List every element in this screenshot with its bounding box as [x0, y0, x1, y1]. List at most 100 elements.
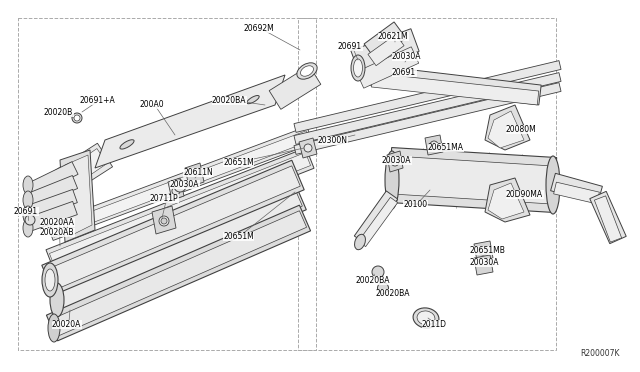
Ellipse shape — [351, 55, 365, 81]
Text: R200007K: R200007K — [580, 349, 620, 358]
Polygon shape — [590, 191, 626, 244]
Ellipse shape — [50, 283, 64, 317]
Ellipse shape — [417, 311, 435, 325]
Polygon shape — [351, 29, 419, 73]
Ellipse shape — [32, 190, 42, 210]
Ellipse shape — [546, 156, 560, 214]
Bar — [298, 18, 556, 350]
Circle shape — [391, 158, 399, 166]
Polygon shape — [152, 206, 176, 234]
Text: 20611N: 20611N — [183, 168, 212, 177]
Ellipse shape — [372, 266, 384, 278]
Polygon shape — [388, 148, 557, 212]
Polygon shape — [52, 186, 302, 310]
Ellipse shape — [378, 282, 388, 294]
Polygon shape — [46, 148, 314, 270]
Polygon shape — [50, 131, 310, 237]
Polygon shape — [371, 73, 539, 105]
Ellipse shape — [385, 151, 399, 209]
Circle shape — [479, 247, 487, 255]
Text: 20691: 20691 — [14, 207, 38, 216]
Polygon shape — [49, 180, 307, 315]
Circle shape — [174, 180, 186, 192]
Circle shape — [172, 187, 180, 195]
Ellipse shape — [23, 191, 33, 209]
Text: 20030A: 20030A — [470, 258, 499, 267]
Text: 20020AB: 20020AB — [40, 228, 74, 237]
Text: 20651M: 20651M — [223, 232, 253, 241]
Polygon shape — [269, 66, 321, 109]
Polygon shape — [364, 22, 406, 60]
Text: 20030A: 20030A — [170, 180, 200, 189]
Text: 20711P: 20711P — [150, 194, 179, 203]
Circle shape — [74, 115, 80, 121]
Polygon shape — [42, 160, 304, 295]
Text: 20691+A: 20691+A — [80, 96, 116, 105]
Polygon shape — [474, 241, 493, 261]
Ellipse shape — [120, 140, 134, 149]
Polygon shape — [27, 162, 78, 196]
Text: 20D90MA: 20D90MA — [506, 190, 543, 199]
Ellipse shape — [23, 176, 33, 194]
Polygon shape — [294, 61, 561, 132]
Text: 20080M: 20080M — [506, 125, 537, 134]
Ellipse shape — [247, 96, 259, 104]
Text: 20300N: 20300N — [318, 136, 348, 145]
Polygon shape — [474, 255, 493, 275]
Ellipse shape — [23, 219, 33, 237]
Text: 20651MB: 20651MB — [470, 246, 506, 255]
Ellipse shape — [48, 314, 60, 342]
Polygon shape — [47, 126, 313, 240]
Polygon shape — [294, 73, 561, 144]
Polygon shape — [294, 83, 561, 154]
Bar — [18, 18, 316, 350]
Polygon shape — [299, 138, 317, 158]
Polygon shape — [369, 65, 541, 105]
Polygon shape — [65, 155, 92, 237]
Polygon shape — [387, 151, 403, 172]
Ellipse shape — [42, 263, 58, 297]
Ellipse shape — [355, 234, 365, 250]
Text: 20621M: 20621M — [378, 32, 408, 41]
Polygon shape — [550, 173, 602, 204]
Text: 200A0: 200A0 — [140, 100, 164, 109]
Polygon shape — [355, 191, 397, 244]
Polygon shape — [554, 182, 599, 204]
Text: 20691: 20691 — [392, 68, 416, 77]
Ellipse shape — [297, 63, 317, 79]
Text: 20100: 20100 — [403, 200, 427, 209]
Text: 20020B: 20020B — [44, 108, 73, 117]
Text: 20020A: 20020A — [52, 320, 81, 329]
Polygon shape — [51, 211, 307, 336]
Text: 20020BA: 20020BA — [376, 289, 410, 298]
Text: 20692M: 20692M — [243, 24, 274, 33]
Polygon shape — [356, 47, 419, 88]
Ellipse shape — [353, 59, 362, 77]
Ellipse shape — [29, 186, 45, 214]
Text: 20020BA: 20020BA — [212, 96, 246, 105]
Polygon shape — [28, 189, 77, 219]
Ellipse shape — [413, 308, 439, 328]
Circle shape — [72, 113, 82, 123]
Polygon shape — [28, 201, 77, 231]
Ellipse shape — [45, 269, 55, 291]
Polygon shape — [47, 205, 310, 341]
Polygon shape — [358, 198, 397, 247]
Circle shape — [161, 218, 167, 224]
Polygon shape — [28, 176, 77, 206]
Polygon shape — [95, 75, 285, 168]
Polygon shape — [168, 178, 184, 200]
Text: 20020AA: 20020AA — [40, 218, 75, 227]
Ellipse shape — [301, 66, 314, 76]
Polygon shape — [488, 111, 524, 148]
Polygon shape — [33, 148, 107, 208]
Polygon shape — [595, 196, 621, 242]
Polygon shape — [368, 34, 404, 66]
Text: 20651M: 20651M — [223, 158, 253, 167]
Text: 2011D: 2011D — [422, 320, 447, 329]
Polygon shape — [392, 156, 553, 204]
Polygon shape — [45, 166, 300, 290]
Polygon shape — [485, 178, 530, 222]
Text: 20651MA: 20651MA — [428, 143, 464, 152]
Polygon shape — [488, 183, 524, 219]
